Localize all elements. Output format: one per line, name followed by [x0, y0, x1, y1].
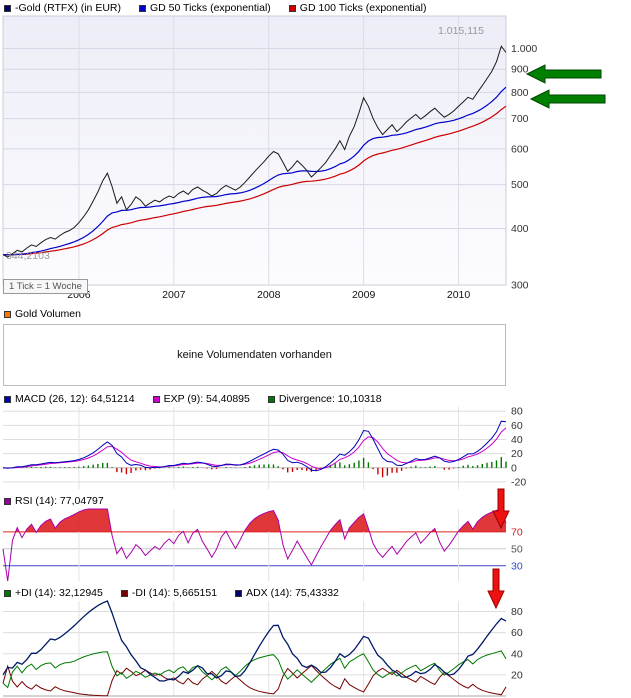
- legend-item-gd50[interactable]: GD 50 Ticks (exponential): [138, 2, 271, 14]
- minus-di-label: -DI (14): 5,665151: [131, 587, 218, 599]
- gd50-swatch-icon: [138, 4, 146, 12]
- volume-label: Gold Volumen: [15, 308, 81, 320]
- macd-swatch-icon: [4, 395, 11, 403]
- adx-swatch-icon: [235, 589, 243, 597]
- svg-text:600: 600: [511, 143, 529, 155]
- svg-text:60: 60: [511, 420, 523, 432]
- legend-item-plus-di[interactable]: +DI (14): 32,12945: [4, 587, 103, 599]
- svg-text:500: 500: [511, 179, 529, 191]
- no-volume-message: keine Volumendaten vorhanden: [177, 349, 332, 361]
- svg-text:20: 20: [511, 448, 523, 460]
- volume-panel: Gold Volumen keine Volumendaten vorhande…: [0, 306, 631, 391]
- gd50-label: GD 50 Ticks (exponential): [149, 2, 271, 14]
- macd-label: MACD (26, 12): 64,51214: [15, 393, 135, 405]
- svg-text:70: 70: [511, 526, 523, 538]
- svg-text:50: 50: [511, 543, 523, 555]
- dmi-chart[interactable]: 80 60 40 20: [0, 585, 631, 698]
- svg-text:80: 80: [511, 406, 523, 418]
- adx-label: ADX (14): 75,43332: [246, 587, 339, 599]
- legend-item-rsi[interactable]: RSI (14): 77,04797: [4, 495, 104, 507]
- rsi-label: RSI (14): 77,04797: [15, 495, 104, 507]
- tick-scale-note: 1 Tick = 1 Woche: [3, 279, 88, 294]
- legend-item-gd100[interactable]: GD 100 Ticks (exponential): [288, 2, 427, 14]
- volume-swatch-icon: [4, 310, 11, 318]
- svg-text:400: 400: [511, 223, 529, 235]
- exp-swatch-icon: [152, 395, 160, 403]
- dmi-legend: +DI (14): 32,12945 -DI (14): 5,665151 AD…: [4, 587, 339, 599]
- price-panel: 1.000 900 800 700 600 500 400 300 2006 2007 2008 20…: [0, 0, 631, 305]
- rsi-legend: RSI (14): 77,04797: [4, 495, 104, 507]
- svg-text:1.000: 1.000: [511, 43, 537, 55]
- svg-text:2007: 2007: [162, 289, 186, 301]
- svg-text:30: 30: [511, 560, 523, 572]
- minus-di-swatch-icon: [120, 589, 128, 597]
- svg-text:80: 80: [511, 606, 523, 618]
- svg-text:800: 800: [511, 87, 529, 99]
- svg-text:0: 0: [511, 462, 517, 474]
- legend-item-divergence[interactable]: Divergence: 10,10318: [267, 393, 382, 405]
- plus-di-swatch-icon: [4, 589, 11, 597]
- svg-text:300: 300: [511, 280, 529, 292]
- svg-text:900: 900: [511, 64, 529, 76]
- low-price-label: 344,2103: [6, 250, 50, 262]
- gold-series-label: -Gold (RTFX) (in EUR): [15, 2, 121, 14]
- svg-text:-20: -20: [511, 476, 526, 488]
- legend-item-exp[interactable]: EXP (9): 54,40895: [152, 393, 250, 405]
- divergence-swatch-icon: [267, 395, 275, 403]
- svg-text:2010: 2010: [447, 289, 471, 301]
- price-legend: -Gold (RTFX) (in EUR) GD 50 Ticks (expon…: [4, 2, 426, 14]
- legend-item-adx[interactable]: ADX (14): 75,43332: [235, 587, 339, 599]
- svg-text:20: 20: [511, 669, 523, 681]
- legend-item-volume[interactable]: Gold Volumen: [4, 308, 81, 320]
- svg-text:60: 60: [511, 627, 523, 639]
- current-price-label: 1.015,115: [438, 25, 484, 37]
- gold-series-swatch-icon: [4, 4, 11, 12]
- divergence-label: Divergence: 10,10318: [278, 393, 382, 405]
- legend-item-macd[interactable]: MACD (26, 12): 64,51214: [4, 393, 135, 405]
- rsi-panel: 70 50 30 RSI (14): 77,04797: [0, 493, 631, 585]
- volume-empty-box: keine Volumendaten vorhanden: [3, 324, 506, 386]
- volume-legend: Gold Volumen: [4, 308, 81, 320]
- svg-text:40: 40: [511, 434, 523, 446]
- svg-text:2008: 2008: [257, 289, 281, 301]
- rsi-swatch-icon: [4, 497, 11, 505]
- dmi-panel: 80 60 40 20 +DI (14): 32,12945 -DI (14): 5,…: [0, 585, 631, 698]
- plus-di-label: +DI (14): 32,12945: [15, 587, 103, 599]
- macd-chart[interactable]: 80 60 40 20 0 -20: [0, 391, 631, 493]
- exp-label: EXP (9): 54,40895: [163, 393, 250, 405]
- svg-text:2009: 2009: [352, 289, 376, 301]
- gd100-swatch-icon: [288, 4, 296, 12]
- svg-text:40: 40: [511, 648, 523, 660]
- macd-panel: 80 60 40 20 0 -20 MACD (26, 12): 64,51214 EXP…: [0, 391, 631, 493]
- legend-item-minus-di[interactable]: -DI (14): 5,665151: [120, 587, 218, 599]
- rsi-chart[interactable]: 70 50 30: [0, 493, 631, 585]
- svg-text:700: 700: [511, 113, 529, 125]
- legend-item-gold[interactable]: -Gold (RTFX) (in EUR): [4, 2, 121, 14]
- macd-legend: MACD (26, 12): 64,51214 EXP (9): 54,4089…: [4, 393, 382, 405]
- gd100-label: GD 100 Ticks (exponential): [299, 2, 427, 14]
